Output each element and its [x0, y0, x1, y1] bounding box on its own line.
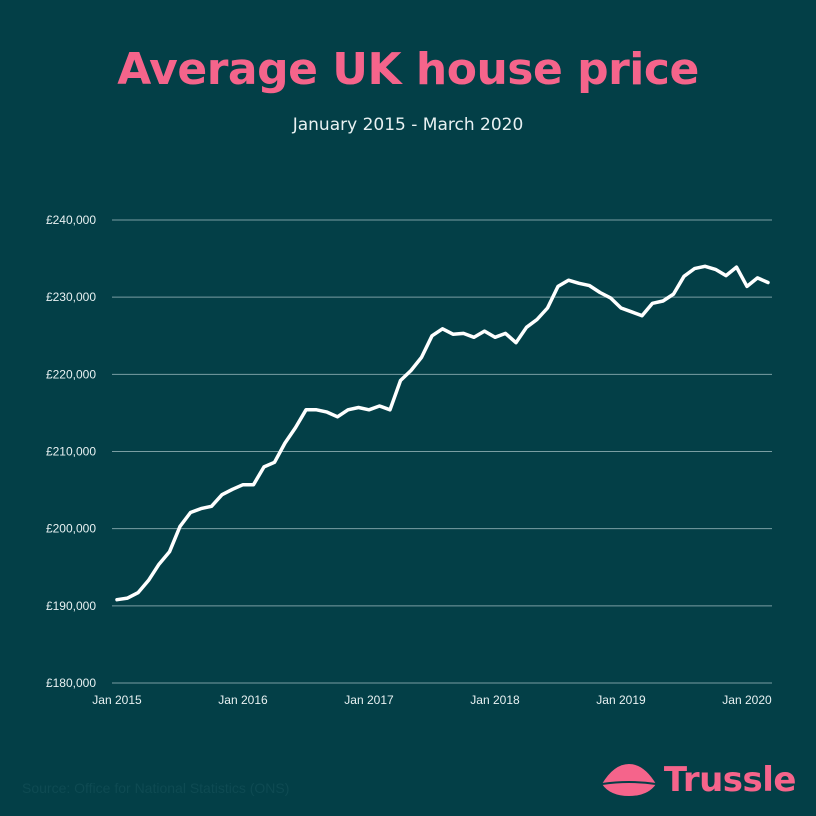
- y-tick-label: £210,000: [46, 445, 96, 459]
- chart-title: Average UK house price: [117, 44, 699, 95]
- y-tick-label: £240,000: [46, 213, 96, 227]
- series-group: [115, 264, 770, 602]
- trussle-roof-icon: [601, 764, 657, 796]
- y-tick-label: £230,000: [46, 290, 96, 304]
- source-note: Source: Office for National Statistics (…: [22, 780, 290, 796]
- y-axis-ticks: £180,000 £190,000 £200,000 £210,000 £220,000…: [46, 213, 96, 690]
- x-tick-label: Jan 2017: [344, 693, 394, 707]
- grid-lines: [112, 219, 772, 684]
- y-tick-label: £180,000: [46, 676, 96, 690]
- x-tick-label: Jan 2019: [596, 693, 646, 707]
- x-tick-label: Jan 2016: [218, 693, 268, 707]
- brand-logo[interactable]: Trussle: [600, 760, 797, 800]
- x-tick-label: Jan 2015: [92, 693, 142, 707]
- series-line-house-price: [115, 264, 770, 602]
- y-tick-label: £190,000: [46, 599, 96, 613]
- chart-subtitle: January 2015 - March 2020: [292, 115, 524, 135]
- x-tick-label: Jan 2018: [470, 693, 520, 707]
- y-tick-label: £220,000: [46, 367, 96, 381]
- y-tick-label: £200,000: [46, 522, 96, 536]
- brand-name: Trussle: [663, 760, 797, 800]
- x-axis-ticks: Jan 2015 Jan 2016 Jan 2017 Jan 2018 Jan 2019…: [92, 693, 772, 707]
- x-tick-label: Jan 2020: [722, 693, 772, 707]
